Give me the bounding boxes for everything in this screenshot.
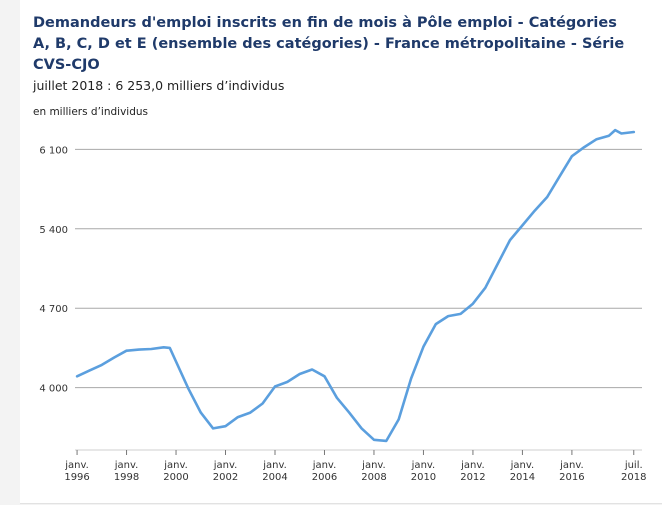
x-tick-label-month: janv. xyxy=(163,460,188,471)
x-tick-label-month: janv. xyxy=(213,460,238,471)
x-tick-label-month: janv. xyxy=(411,460,436,471)
x-tick-label-year: 2012 xyxy=(460,472,485,483)
x-tick-label-year: 2006 xyxy=(312,472,337,483)
chart-title: Demandeurs d'emploi inscrits en fin de m… xyxy=(33,15,625,73)
x-tick-label-month: janv. xyxy=(262,460,287,471)
chart-panel: Demandeurs d'emploi inscrits en fin de m… xyxy=(20,0,662,504)
x-tick-label-year: 2016 xyxy=(559,472,584,483)
y-tick-label: 5 400 xyxy=(39,225,68,236)
x-tick-label-year: 2000 xyxy=(163,472,188,483)
y-tick-label: 6 100 xyxy=(39,145,68,156)
x-tick-label-year: 2002 xyxy=(213,472,238,483)
x-tick-label-year: 2008 xyxy=(361,472,386,483)
x-tick-label-year: 2004 xyxy=(262,472,287,483)
y-tick-label: 4 700 xyxy=(39,304,68,315)
x-tick-label-month: janv. xyxy=(114,460,139,471)
series-line xyxy=(75,128,636,443)
x-tick-label-year: 1998 xyxy=(114,472,139,483)
x-tick-label-month: janv. xyxy=(312,460,337,471)
y-axis-unit: en milliers d’individus xyxy=(33,106,149,118)
x-tick-label-year: 2018 xyxy=(621,472,646,483)
x-tick-label-year: 2010 xyxy=(411,472,436,483)
x-tick-label-month: janv. xyxy=(64,460,89,471)
latest-value-note: juillet 2018 : 6 253,0 milliers d’indivi… xyxy=(33,78,285,93)
y-tick-label: 4 000 xyxy=(39,384,68,395)
x-tick-label-month: janv. xyxy=(510,460,535,471)
x-tick-label-month: janv. xyxy=(460,460,485,471)
x-tick-label-month: janv. xyxy=(559,460,584,471)
x-tick-label-year: 1996 xyxy=(64,472,89,483)
x-tick-label-year: 2014 xyxy=(510,472,535,483)
x-tick-label-month: juil. xyxy=(624,460,643,471)
x-tick-label-month: janv. xyxy=(361,460,386,471)
